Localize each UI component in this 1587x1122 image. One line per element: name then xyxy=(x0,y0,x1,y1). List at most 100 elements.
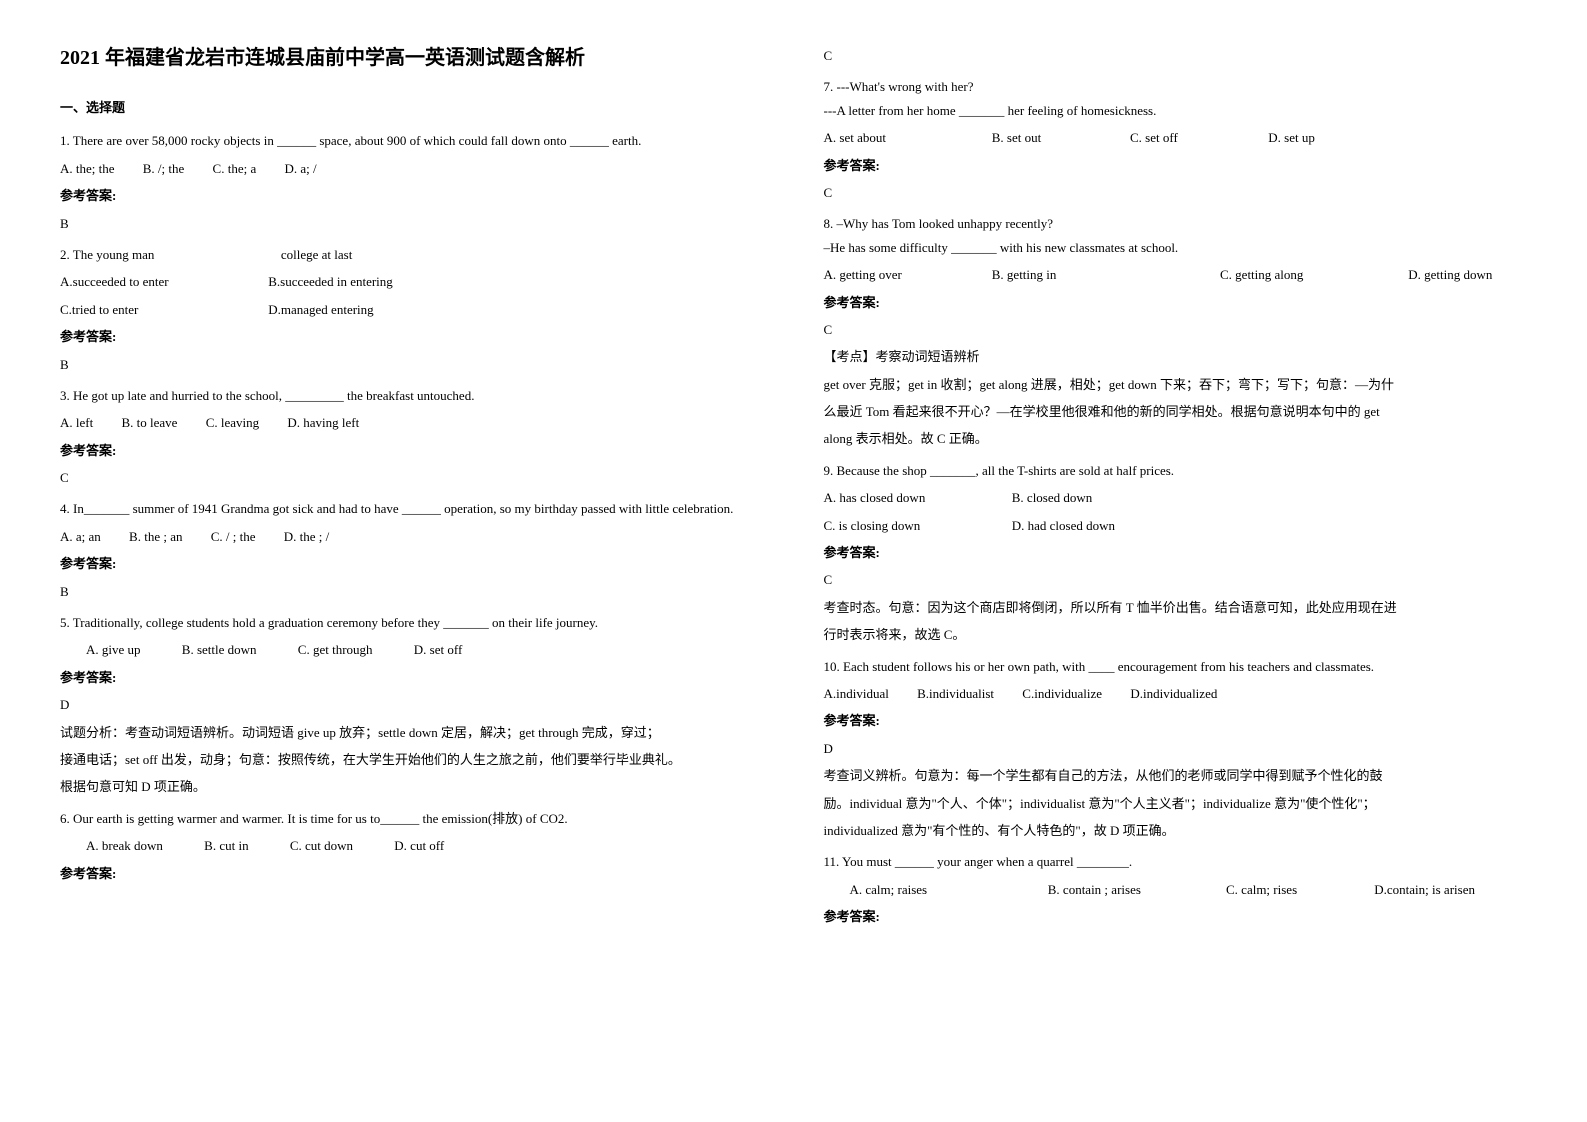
q11-answer-label: 参考答案: xyxy=(824,905,1528,928)
q5-exp2: 接通电话；set off 出发，动身；句意：按照传统，在大学生开始他们的人生之旅… xyxy=(60,748,764,771)
q11-opt-d: D.contain; is arisen xyxy=(1361,878,1475,901)
q8-exp1: get over 克服；get in 收割；get along 进展，相处；ge… xyxy=(824,373,1528,396)
q7-opt-a: A. set about xyxy=(824,126,964,149)
q5-answer-label: 参考答案: xyxy=(60,666,764,689)
q6-answer-label: 参考答案: xyxy=(60,862,764,885)
q8-opt-a: A. getting over xyxy=(824,263,964,286)
q1-opt-a: A. the; the xyxy=(60,157,115,180)
q10-opt-a: A.individual xyxy=(824,682,889,705)
q8-opt-b: B. getting in xyxy=(992,263,1192,286)
q4-opt-a: A. a; an xyxy=(60,525,101,548)
q4-answer-label: 参考答案: xyxy=(60,552,764,575)
q3-opt-b: B. to leave xyxy=(121,411,177,434)
q2-opt-a: A.succeeded to enter xyxy=(60,270,240,293)
question-1: 1. There are over 58,000 rocky objects i… xyxy=(60,129,764,235)
q7-answer: C xyxy=(824,181,1528,204)
q11-stem: 11. You must ______ your anger when a qu… xyxy=(824,850,1528,873)
question-2: 2. The young man college at last A.succe… xyxy=(60,243,764,376)
q1-opt-d: D. a; / xyxy=(284,157,316,180)
q2-stem-1: 2. The young man xyxy=(60,247,154,262)
question-3: 3. He got up late and hurried to the sch… xyxy=(60,384,764,490)
q8-opt-d: D. getting down xyxy=(1408,263,1492,286)
q6-stem: 6. Our earth is getting warmer and warme… xyxy=(60,807,764,830)
q6-opt-a: A. break down xyxy=(73,834,163,857)
section-1-header: 一、选择题 xyxy=(60,96,764,119)
q3-answer-label: 参考答案: xyxy=(60,439,764,462)
q5-exp3: 根据句意可知 D 项正确。 xyxy=(60,775,764,798)
q2-opt-c: C.tried to enter xyxy=(60,298,240,321)
q2-stem: 2. The young man college at last xyxy=(60,243,764,266)
q5-answer: D xyxy=(60,693,764,716)
q3-opt-d: D. having left xyxy=(287,411,359,434)
q10-opt-b: B.individualist xyxy=(917,682,994,705)
q9-exp1: 考查时态。句意：因为这个商店即将倒闭，所以所有 T 恤半价出售。结合语意可知，此… xyxy=(824,596,1528,619)
question-10: 10. Each student follows his or her own … xyxy=(824,655,1528,843)
left-column: 2021 年福建省龙岩市连城县庙前中学高一英语测试题含解析 一、选择题 1. T… xyxy=(60,40,764,937)
q8-stem2: –He has some difficulty _______ with his… xyxy=(824,236,1528,259)
q2-answer: B xyxy=(60,353,764,376)
q4-opt-b: B. the ; an xyxy=(129,525,182,548)
q9-opt-c: C. is closing down xyxy=(824,514,984,537)
q11-opt-c: C. calm; rises xyxy=(1213,878,1333,901)
question-11: 11. You must ______ your anger when a qu… xyxy=(824,850,1528,928)
q10-options: A.individual B.individualist C.individua… xyxy=(824,682,1528,705)
q10-answer: D xyxy=(824,737,1528,760)
q10-answer-label: 参考答案: xyxy=(824,709,1528,732)
q10-exp1: 考查词义辨析。句意为：每一个学生都有自己的方法，从他们的老师或同学中得到赋予个性… xyxy=(824,764,1528,787)
q8-point: 【考点】考察动词短语辨析 xyxy=(824,345,1528,368)
q6-opt-c: C. cut down xyxy=(277,834,353,857)
q11-opt-b: B. contain ; arises xyxy=(1035,878,1185,901)
q5-opt-c: C. get through xyxy=(285,638,373,661)
q8-exp2: 么最近 Tom 看起来很不开心？—在学校里他很难和他的新的同学相处。根据句意说明… xyxy=(824,400,1528,423)
question-8: 8. –Why has Tom looked unhappy recently?… xyxy=(824,212,1528,451)
q9-opt-b: B. closed down xyxy=(1012,486,1093,509)
q11-opt-a: A. calm; raises xyxy=(837,878,1007,901)
q8-options: A. getting over B. getting in C. getting… xyxy=(824,263,1528,286)
q9-options-row1: A. has closed down B. closed down xyxy=(824,486,1528,509)
q6-opt-b: B. cut in xyxy=(191,834,248,857)
q1-opt-c: C. the; a xyxy=(213,157,257,180)
q10-exp3: individualized 意为"有个性的、有个人特色的"，故 D 项正确。 xyxy=(824,819,1528,842)
q10-exp2: 励。individual 意为"个人、个体"；individualist 意为"… xyxy=(824,792,1528,815)
question-7: 7. ---What's wrong with her? ---A letter… xyxy=(824,75,1528,204)
q7-stem2: ---A letter from her home _______ her fe… xyxy=(824,99,1528,122)
q2-opt-d: D.managed entering xyxy=(268,298,373,321)
q9-exp2: 行时表示将来，故选 C。 xyxy=(824,623,1528,646)
q8-exp3: along 表示相处。故 C 正确。 xyxy=(824,427,1528,450)
question-4: 4. In_______ summer of 1941 Grandma got … xyxy=(60,497,764,603)
q5-stem: 5. Traditionally, college students hold … xyxy=(60,611,764,634)
q5-exp1: 试题分析：考查动词短语辨析。动词短语 give up 放弃；settle dow… xyxy=(60,721,764,744)
q1-options: A. the; the B. /; the C. the; a D. a; / xyxy=(60,157,764,180)
q3-opt-c: C. leaving xyxy=(206,411,259,434)
q5-opt-d: D. set off xyxy=(401,638,463,661)
question-9: 9. Because the shop _______, all the T-s… xyxy=(824,459,1528,647)
q7-answer-label: 参考答案: xyxy=(824,154,1528,177)
q7-stem1: 7. ---What's wrong with her? xyxy=(824,75,1528,98)
q3-stem: 3. He got up late and hurried to the sch… xyxy=(60,384,764,407)
q2-answer-label: 参考答案: xyxy=(60,325,764,348)
question-5: 5. Traditionally, college students hold … xyxy=(60,611,764,799)
q10-stem: 10. Each student follows his or her own … xyxy=(824,655,1528,678)
q11-options: A. calm; raises B. contain ; arises C. c… xyxy=(824,878,1528,901)
q5-options: A. give up B. settle down C. get through… xyxy=(60,638,764,661)
q7-opt-b: B. set out xyxy=(992,126,1102,149)
q9-answer-label: 参考答案: xyxy=(824,541,1528,564)
question-6: 6. Our earth is getting warmer and warme… xyxy=(60,807,764,885)
q7-options: A. set about B. set out C. set off D. se… xyxy=(824,126,1528,149)
q8-answer: C xyxy=(824,318,1528,341)
q9-opt-d: D. had closed down xyxy=(1012,514,1115,537)
q8-answer-label: 参考答案: xyxy=(824,291,1528,314)
q1-opt-b: B. /; the xyxy=(143,157,185,180)
q1-answer-label: 参考答案: xyxy=(60,184,764,207)
q6-options: A. break down B. cut in C. cut down D. c… xyxy=(60,834,764,857)
q9-opt-a: A. has closed down xyxy=(824,486,984,509)
q5-opt-b: B. settle down xyxy=(169,638,257,661)
q9-answer: C xyxy=(824,568,1528,591)
q3-answer: C xyxy=(60,466,764,489)
right-column: C 7. ---What's wrong with her? ---A lett… xyxy=(824,40,1528,937)
q7-opt-d: D. set up xyxy=(1268,126,1315,149)
q6-opt-d: D. cut off xyxy=(381,834,444,857)
q9-options-row2: C. is closing down D. had closed down xyxy=(824,514,1528,537)
q8-stem1: 8. –Why has Tom looked unhappy recently? xyxy=(824,212,1528,235)
q2-options-row2: C.tried to enter D.managed entering xyxy=(60,298,764,321)
